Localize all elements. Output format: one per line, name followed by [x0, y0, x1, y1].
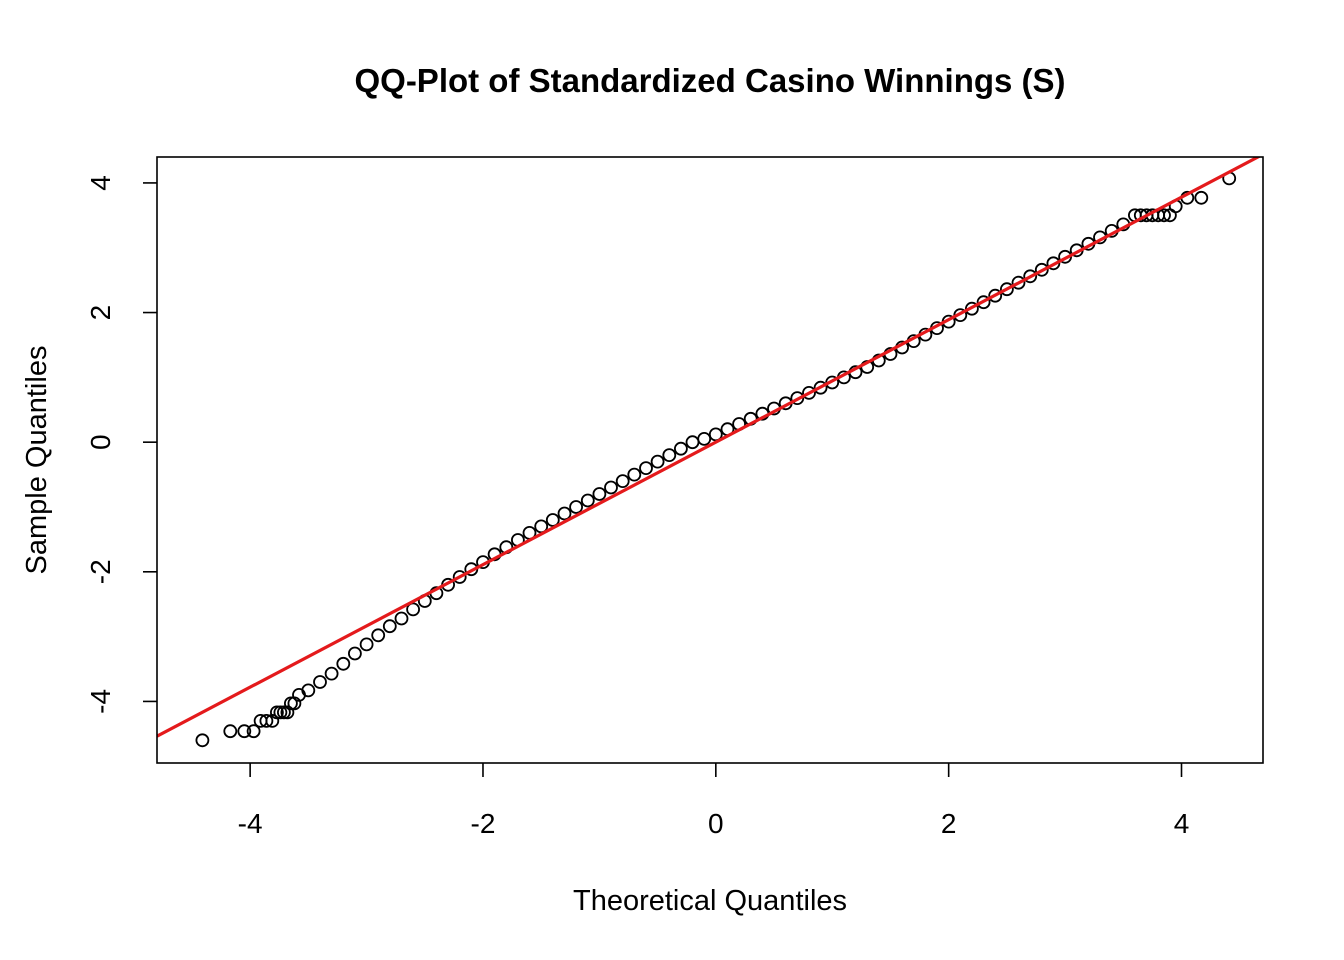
- data-points: [195, 171, 1237, 748]
- data-point: [195, 733, 210, 748]
- data-point: [557, 506, 572, 521]
- data-point: [269, 705, 284, 720]
- data-point: [259, 714, 274, 728]
- x-tick-label: 2: [941, 808, 957, 839]
- data-point: [674, 441, 688, 456]
- data-point: [639, 461, 653, 476]
- plot-frame: [156, 156, 1264, 764]
- y-tick-label: 0: [85, 434, 116, 450]
- data-point: [313, 675, 327, 689]
- data-point: [627, 467, 642, 482]
- data-point: [1000, 282, 1014, 297]
- data-point: [802, 385, 816, 400]
- data-point: [988, 288, 1003, 303]
- data-point: [1046, 256, 1061, 271]
- data-point: [790, 391, 805, 406]
- data-point: [685, 435, 700, 450]
- x-axis: -4 -2 0 2 4: [238, 763, 1190, 839]
- data-point: [615, 474, 630, 489]
- y-tick-label: 4: [85, 175, 116, 191]
- data-point: [965, 301, 979, 316]
- data-point: [347, 646, 362, 661]
- y-axis: -4 -2 0 2 4: [85, 175, 157, 714]
- data-point: [1157, 208, 1171, 223]
- data-point: [223, 724, 238, 739]
- data-point: [1194, 190, 1209, 205]
- y-tick-label: -4: [85, 689, 116, 714]
- data-point: [545, 513, 560, 527]
- data-point: [976, 295, 991, 310]
- data-point: [394, 611, 409, 626]
- data-point: [283, 696, 298, 711]
- reference-line: [157, 157, 1262, 738]
- data-point: [406, 602, 421, 617]
- data-point: [1034, 262, 1049, 277]
- data-point: [371, 628, 386, 643]
- data-point: [697, 431, 712, 446]
- data-point: [662, 448, 677, 463]
- data-point: [452, 570, 467, 584]
- data-point: [324, 666, 339, 681]
- data-point: [1023, 269, 1038, 284]
- data-point: [280, 705, 295, 720]
- data-point: [359, 637, 374, 652]
- y-tick-label: -2: [85, 559, 116, 584]
- x-tick-label: 4: [1174, 808, 1190, 839]
- data-point: [336, 656, 351, 671]
- x-tick-label: -2: [471, 808, 496, 839]
- data-point: [604, 480, 618, 495]
- x-tick-label: 0: [708, 808, 724, 839]
- data-point: [301, 683, 316, 698]
- chart-title: QQ-Plot of Standardized Casino Winnings …: [354, 62, 1065, 99]
- data-point: [650, 454, 665, 469]
- x-tick-label: -4: [238, 808, 263, 839]
- data-point: [237, 724, 252, 739]
- data-point: [273, 705, 288, 720]
- data-point: [382, 619, 397, 634]
- data-point: [246, 724, 261, 739]
- reference-line-layer: [157, 157, 1262, 738]
- y-axis-label: Sample Quantiles: [21, 346, 53, 575]
- data-point: [569, 500, 583, 514]
- data-point: [276, 705, 291, 720]
- data-point: [592, 487, 607, 501]
- data-point: [580, 493, 595, 508]
- y-tick-label: 2: [85, 305, 116, 321]
- data-point: [1011, 275, 1026, 290]
- x-axis-label: Theoretical Quantiles: [573, 885, 847, 917]
- data-point: [813, 380, 828, 395]
